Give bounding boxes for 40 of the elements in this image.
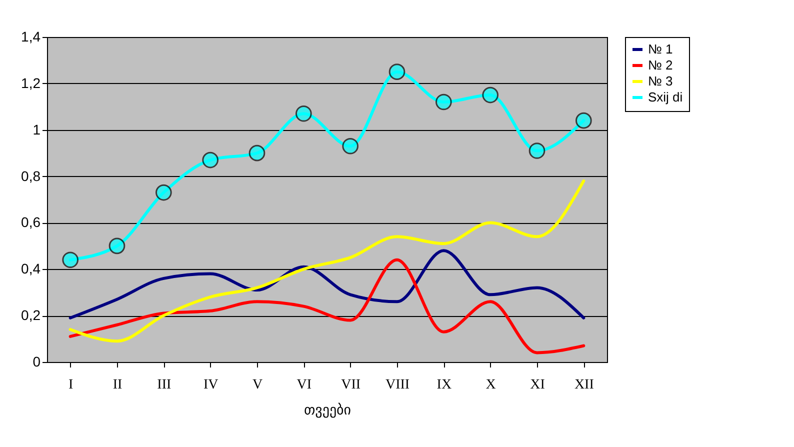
point: [296, 105, 312, 122]
point: [62, 252, 78, 268]
y-tick-label: 0,2: [21, 307, 41, 324]
x-tick-label: IV: [203, 378, 218, 392]
point: [108, 238, 126, 254]
point: [248, 144, 266, 162]
x-tick-label: VIII: [385, 378, 410, 392]
y-tick-label: 0,4: [21, 260, 41, 277]
y-tick-label: 0,8: [21, 168, 41, 184]
x-tick-label: III: [157, 378, 172, 392]
y-tick-label: 0: [32, 354, 41, 370]
line-series: [68, 258, 586, 354]
point: [202, 152, 218, 168]
point: [528, 142, 546, 159]
y-tick-label: 1,4: [21, 28, 41, 44]
line-series: [68, 249, 586, 320]
y-tick-label: 1,2: [21, 74, 41, 91]
legend-label: № 3: [648, 74, 673, 88]
x-axis-title: თვეები: [304, 402, 352, 418]
legend-label: № 1: [648, 42, 673, 56]
y-tick-label: 1: [32, 121, 41, 138]
x-tick-label: II: [112, 378, 122, 392]
line-series: [68, 179, 586, 343]
x-tick-label: XII: [574, 378, 594, 392]
y-tick-label: 0,6: [21, 214, 41, 230]
x-tick-label: IX: [436, 378, 452, 392]
x-tick-label: VII: [341, 378, 361, 392]
point: [388, 64, 406, 80]
point: [342, 138, 358, 154]
point: [482, 86, 498, 104]
x-tick-label: I: [68, 378, 74, 392]
point: [436, 94, 452, 110]
point: [156, 184, 172, 201]
legend-label: Sxij di: [648, 90, 683, 104]
x-tick-label: XI: [530, 378, 546, 392]
point: [576, 112, 592, 129]
x-tick-label: X: [486, 378, 496, 392]
x-tick-label: VI: [296, 378, 312, 392]
legend-label: № 2: [648, 58, 673, 72]
x-tick-label: V: [252, 378, 263, 392]
